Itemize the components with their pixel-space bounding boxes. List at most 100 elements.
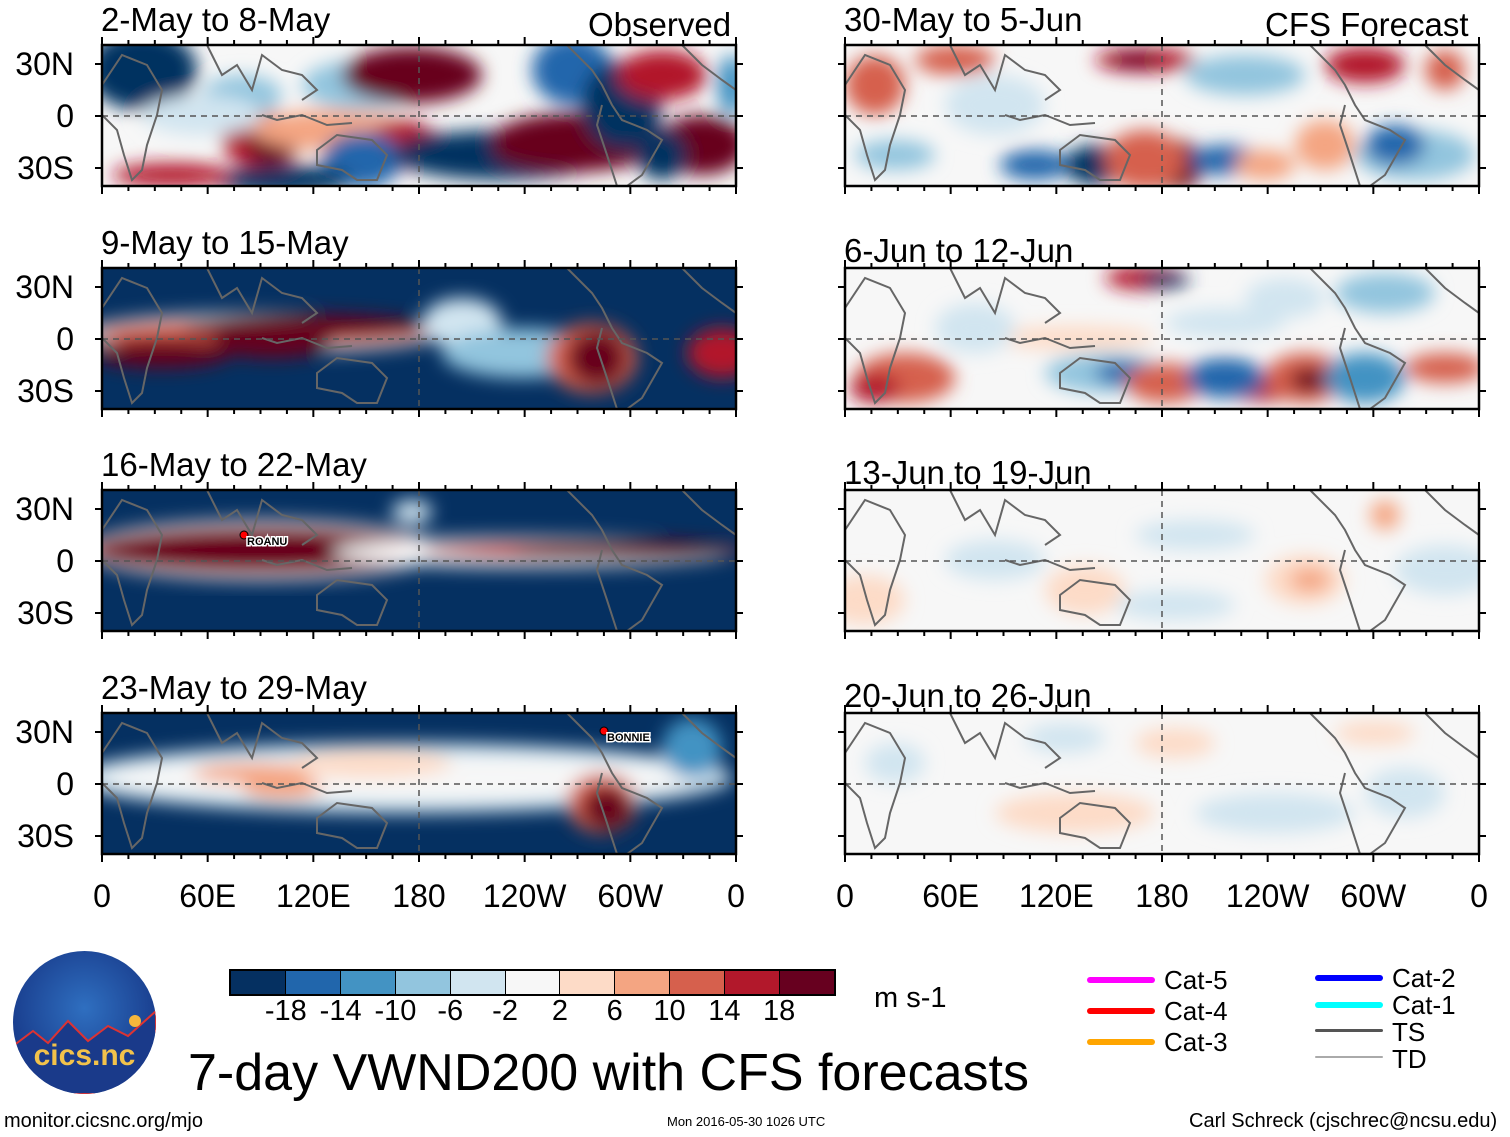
lat-label: 30S bbox=[17, 595, 74, 631]
panel-title: 9-May to 15-May bbox=[101, 224, 349, 261]
legend-label: Cat-1 bbox=[1392, 990, 1456, 1020]
wind-anomaly-blob bbox=[1245, 278, 1325, 318]
colorbar-swatch bbox=[449, 971, 505, 994]
storm-marker-icon bbox=[239, 530, 249, 540]
colorbar bbox=[229, 969, 836, 996]
colorbar-label: 2 bbox=[551, 995, 568, 1027]
coastlines bbox=[845, 268, 1479, 409]
legend-line-td bbox=[1315, 1056, 1383, 1058]
map-panel-f2 bbox=[838, 482, 1486, 639]
colorbar-units: m s-1 bbox=[874, 982, 947, 1014]
wind-anomaly-blob bbox=[1370, 500, 1400, 530]
legend-label: Cat-5 bbox=[1164, 965, 1228, 995]
wind-anomaly-blob bbox=[142, 95, 262, 135]
figure-title: 7-day VWND200 with CFS forecasts bbox=[188, 1044, 1029, 1102]
colorbar-swatch bbox=[394, 971, 450, 994]
wind-anomaly-blob bbox=[1115, 590, 1235, 620]
wind-anomaly-blob bbox=[995, 326, 1155, 350]
wind-anomaly-blob bbox=[1325, 353, 1405, 403]
logo-text: cics.nc bbox=[33, 1039, 136, 1072]
colorbar-label: 6 bbox=[606, 995, 623, 1027]
storm-label: ROANU bbox=[247, 536, 287, 548]
legend-label: Cat-2 bbox=[1392, 963, 1456, 993]
panel-title: 16-May to 22-May bbox=[101, 446, 367, 483]
wind-anomaly-blob bbox=[1025, 723, 1105, 753]
lon-label: 0 bbox=[727, 878, 745, 914]
wind-anomaly-blob bbox=[1135, 728, 1215, 758]
coastlines bbox=[845, 490, 1479, 631]
wind-anomaly-blob bbox=[1290, 568, 1330, 592]
colorbar-label: -10 bbox=[374, 995, 417, 1027]
wind-anomaly-blob bbox=[582, 786, 632, 830]
panel-title: 6-Jun to 12-Jun bbox=[844, 232, 1074, 269]
map-panel-f0 bbox=[838, 37, 1486, 194]
wind-anomaly-blob bbox=[1290, 368, 1330, 392]
colorbar-swatch bbox=[779, 971, 834, 994]
footer-url[interactable]: monitor.cicsnc.org/mjo bbox=[4, 1110, 203, 1132]
wind-anomaly-blob bbox=[1325, 47, 1405, 83]
lon-label: 120W bbox=[482, 878, 567, 914]
colorbar-swatch bbox=[559, 971, 615, 994]
coastlines bbox=[102, 268, 736, 409]
lon-label: 180 bbox=[1135, 878, 1189, 914]
lat-label: 0 bbox=[56, 98, 74, 134]
colorbar-label: -2 bbox=[492, 995, 518, 1027]
wind-anomaly-blob bbox=[342, 47, 482, 103]
observed-label: Observed bbox=[588, 6, 732, 43]
map-panel-o3 bbox=[95, 705, 743, 862]
lon-label: 180 bbox=[392, 878, 446, 914]
colorbar-label: 18 bbox=[763, 995, 796, 1027]
forecast-label: CFS Forecast bbox=[1265, 6, 1469, 43]
legend-label: TD bbox=[1392, 1044, 1427, 1074]
wind-anomaly-blob bbox=[1000, 150, 1070, 180]
wind-anomaly-blob bbox=[292, 748, 452, 778]
panel-title: 13-Jun to 19-Jun bbox=[844, 454, 1092, 491]
colorbar-swatch bbox=[339, 971, 395, 994]
panel-title: 30-May to 5-Jun bbox=[844, 1, 1083, 38]
storm-marker-icon bbox=[599, 726, 609, 736]
wind-anomaly-blob bbox=[1105, 130, 1185, 186]
lon-label: 60E bbox=[179, 878, 237, 914]
wind-anomaly-blob bbox=[1395, 545, 1479, 595]
wind-anomaly-blob bbox=[1195, 793, 1355, 833]
lat-label: 30N bbox=[15, 269, 74, 305]
wind-anomaly-blob bbox=[1165, 308, 1285, 338]
wind-anomaly-blob bbox=[392, 500, 432, 524]
wind-anomaly-blob bbox=[1125, 363, 1205, 403]
wind-anomaly-blob bbox=[1235, 150, 1295, 180]
wind-anomaly-blob bbox=[512, 540, 732, 560]
lat-label: 30S bbox=[17, 373, 74, 409]
coastlines bbox=[845, 713, 1479, 854]
lat-label: 0 bbox=[56, 321, 74, 357]
wind-anomaly-blob bbox=[865, 743, 925, 783]
wind-anomaly-blob bbox=[1185, 55, 1305, 95]
lon-label: 0 bbox=[836, 878, 854, 914]
legend-line-cat-5 bbox=[1087, 977, 1155, 983]
coastlines bbox=[102, 490, 736, 631]
wind-anomaly-blob bbox=[1135, 520, 1255, 550]
lat-label: 0 bbox=[56, 543, 74, 579]
wind-anomaly-blob bbox=[1365, 768, 1445, 818]
wind-anomaly-blob bbox=[1295, 120, 1355, 170]
colorbar-label: -6 bbox=[437, 995, 464, 1027]
cics-logo: cics.nc bbox=[13, 951, 156, 1094]
wind-anomaly-blob bbox=[102, 530, 427, 570]
wind-anomaly-blob bbox=[945, 75, 1045, 135]
colorbar-label: 14 bbox=[708, 995, 741, 1027]
lon-label: 120W bbox=[1225, 878, 1310, 914]
panel-title: 20-Jun to 26-Jun bbox=[844, 677, 1092, 714]
colorbar-swatch bbox=[724, 971, 780, 994]
map-panel-f1 bbox=[838, 260, 1486, 417]
lat-label: 30N bbox=[15, 46, 74, 82]
wind-anomaly-blob bbox=[637, 130, 687, 180]
lat-label: 0 bbox=[56, 766, 74, 802]
wind-anomaly-blob bbox=[662, 718, 722, 778]
lon-label: 0 bbox=[1470, 878, 1488, 914]
wind-anomaly-blob bbox=[945, 540, 1045, 580]
wind-anomaly-blob bbox=[850, 373, 900, 403]
wind-anomaly-blob bbox=[1110, 52, 1160, 68]
mountain-icon bbox=[13, 1009, 156, 1094]
colorbar-swatch bbox=[614, 971, 670, 994]
legend-line-cat-2 bbox=[1315, 975, 1383, 981]
coastlines bbox=[102, 45, 736, 186]
